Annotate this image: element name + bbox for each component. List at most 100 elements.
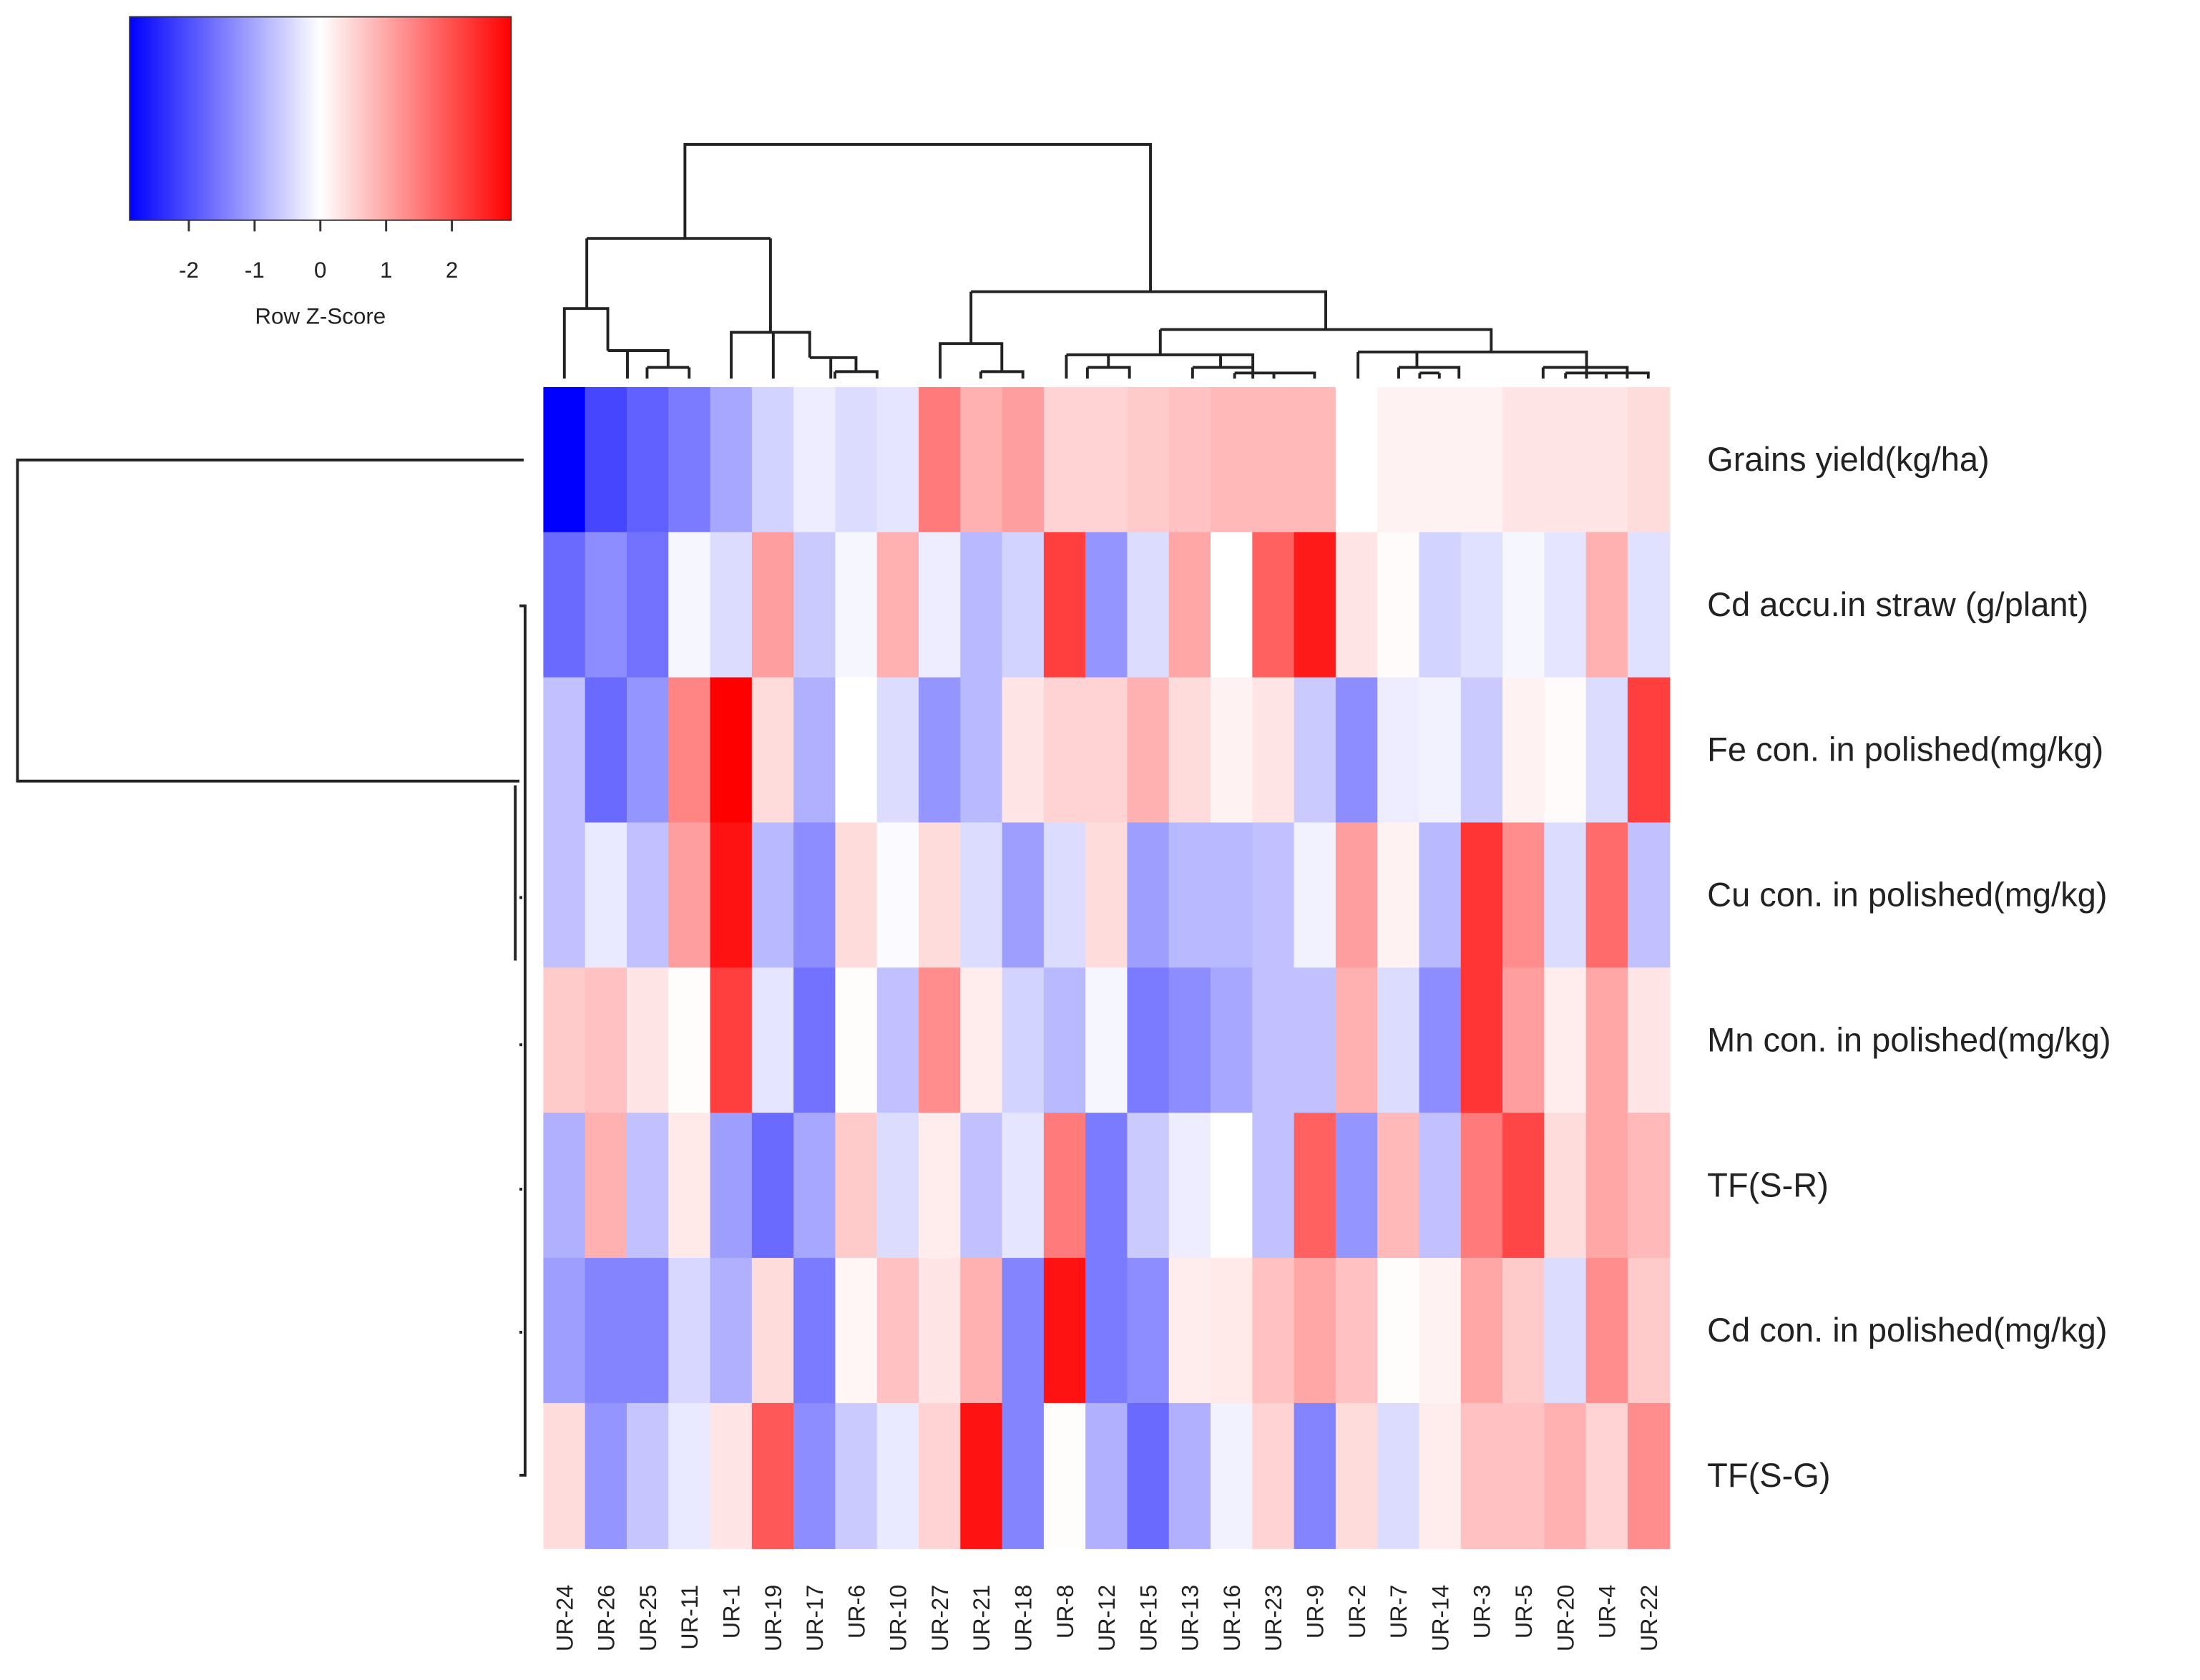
row-label: Fe con. in polished(mg/kg) <box>1707 731 2103 768</box>
heatmap-cell <box>1460 1402 1504 1549</box>
column-label: UR-4 <box>1595 1585 1620 1639</box>
heatmap-cell <box>1502 532 1545 678</box>
heatmap-cell <box>543 386 586 533</box>
heatmap-cell <box>1460 677 1504 824</box>
heatmap-cell <box>1419 1113 1462 1259</box>
color-key: -2 -1 0 1 2 Row Z-Score <box>129 16 512 329</box>
heatmap-cell <box>543 1258 586 1405</box>
heatmap-cell <box>1043 532 1087 678</box>
heatmap-cell <box>960 532 1003 678</box>
heatmap-cell <box>751 1402 795 1549</box>
column-label: UR-23 <box>1261 1585 1286 1651</box>
heatmap-cell <box>1252 1402 1295 1549</box>
heatmap-cell <box>919 1402 962 1549</box>
heatmap-cell <box>543 967 586 1114</box>
heatmap-cell <box>710 532 753 678</box>
column-label: UR-8 <box>1052 1585 1078 1639</box>
heatmap-cell <box>876 967 920 1114</box>
heatmap-cell <box>1252 1113 1295 1259</box>
heatmap-cell <box>1502 1258 1545 1405</box>
heatmap-cell <box>1085 1402 1128 1549</box>
heatmap-cell <box>1294 1113 1337 1259</box>
heatmap-cell <box>668 677 711 824</box>
heatmap-cell <box>835 1113 878 1259</box>
heatmap-cell <box>1252 1258 1295 1405</box>
column-label: UR-19 <box>761 1585 786 1651</box>
heatmap-cell <box>751 1113 795 1259</box>
heatmap-cell <box>835 532 878 678</box>
heatmap-cell <box>668 1258 711 1405</box>
column-label: UR-26 <box>594 1585 620 1651</box>
heatmap-cell <box>710 967 753 1114</box>
heatmap-cell <box>668 532 711 678</box>
heatmap-cell <box>1544 967 1587 1114</box>
heatmap-cell <box>835 822 878 969</box>
heatmap-cell <box>1168 967 1212 1114</box>
heatmap-cell <box>710 386 753 533</box>
heatmap-cell <box>585 1113 628 1259</box>
column-label: UR-22 <box>1636 1585 1662 1651</box>
heatmap-cell <box>751 822 795 969</box>
heatmap-cell <box>1627 532 1671 678</box>
heatmap-cell <box>1085 1113 1128 1259</box>
heatmap-cell <box>1585 967 1629 1114</box>
heatmap-cell <box>1585 532 1629 678</box>
heatmap-cell <box>710 1402 753 1549</box>
heatmap-cell <box>1502 1402 1545 1549</box>
heatmap-cell <box>1502 677 1545 824</box>
heatmap-cell <box>1168 386 1212 533</box>
heatmap-cell <box>793 1402 836 1549</box>
heatmap-cell <box>668 386 711 533</box>
heatmap-cell <box>1168 1113 1212 1259</box>
heatmap-cell <box>1627 822 1671 969</box>
heatmap-cell <box>1502 822 1545 969</box>
heatmap-cell <box>919 822 962 969</box>
heatmap-cell <box>1002 1258 1045 1405</box>
heatmap-cell <box>1294 532 1337 678</box>
heatmap-cell <box>1085 677 1128 824</box>
heatmap-cell <box>1377 967 1420 1114</box>
heatmap-cell <box>543 532 586 678</box>
row-label: TF(S-G) <box>1707 1456 1830 1494</box>
row-label: Grains yield(kg/ha) <box>1707 440 1990 478</box>
heatmap-cell <box>668 1402 711 1549</box>
color-key-tick-label: -1 <box>245 258 265 283</box>
heatmap-cell <box>1168 822 1212 969</box>
heatmap-cell <box>1211 1258 1253 1405</box>
heatmap-cell <box>1294 1258 1337 1405</box>
heatmap-cell <box>543 1402 586 1549</box>
heatmap-cell <box>1127 1258 1170 1405</box>
heatmap-cell <box>1043 967 1087 1114</box>
column-label: UR-18 <box>1010 1585 1036 1651</box>
heatmap-cell <box>793 532 836 678</box>
column-label: UR-9 <box>1303 1585 1329 1639</box>
heatmap-cell <box>751 1258 795 1405</box>
heatmap-cell <box>1460 967 1504 1114</box>
heatmap-cell <box>1002 1113 1045 1259</box>
heatmap-cell <box>919 532 962 678</box>
heatmap-cell <box>1585 677 1629 824</box>
heatmap-cell <box>1419 677 1462 824</box>
heatmap-cell <box>1627 677 1671 824</box>
heatmap-cell <box>668 822 711 969</box>
heatmap-cell <box>1252 822 1295 969</box>
heatmap-cell <box>585 967 628 1114</box>
heatmap-cell <box>1419 1402 1462 1549</box>
column-label: UR-20 <box>1553 1585 1578 1651</box>
heatmap-cell <box>1502 1113 1545 1259</box>
column-label: UR-16 <box>1219 1585 1245 1651</box>
heatmap-cell <box>1460 386 1504 533</box>
heatmap-cell <box>1168 677 1212 824</box>
heatmap-cell <box>793 1113 836 1259</box>
color-key-tick-label: 1 <box>380 258 392 283</box>
column-label: UR-12 <box>1094 1585 1120 1651</box>
column-label: UR-10 <box>886 1585 911 1651</box>
heatmap-cell <box>1043 822 1087 969</box>
heatmap-cell <box>960 677 1003 824</box>
heatmap-cell <box>919 677 962 824</box>
heatmap-cell <box>1335 967 1379 1114</box>
heatmap-cell <box>1085 967 1128 1114</box>
heatmap-cell <box>1211 677 1253 824</box>
column-label: UR-17 <box>802 1585 828 1651</box>
